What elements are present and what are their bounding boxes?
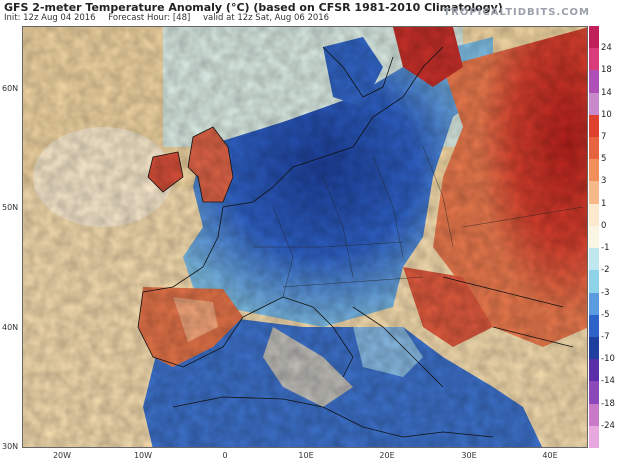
colorbar-label: 18 — [601, 65, 612, 76]
lat-label-60n: 60N — [2, 84, 19, 93]
colorbar-swatch — [589, 292, 599, 316]
colorbar-swatch — [589, 203, 599, 227]
colorbar-swatch — [589, 159, 599, 182]
colorbar-swatch — [589, 92, 599, 116]
colorbar-swatch — [589, 48, 599, 71]
colorbar-swatch — [589, 26, 599, 49]
lat-label-50n: 50N — [2, 203, 19, 212]
colorbar-label: 0 — [601, 220, 607, 231]
colorbar-swatch — [589, 114, 599, 138]
colorbar-label: 5 — [601, 154, 607, 165]
colorbar-label: 10 — [601, 109, 612, 120]
lat-label-40n: 40N — [2, 323, 19, 332]
colorbar-legend: 24 18 14 10 7 5 3 1 0 -1 -2 -3 -5 -7 -10 -14 -18 -24 — [589, 26, 624, 449]
lon-label-0: 0 — [222, 451, 228, 460]
colorbar-label: 1 — [601, 198, 607, 209]
colorbar-swatch — [589, 314, 599, 338]
colorbar-swatch — [589, 137, 599, 160]
init-time: Init: 12z Aug 04 2016 — [4, 13, 96, 23]
map-canvas — [23, 27, 587, 447]
coastlines — [137, 46, 574, 438]
map-title: GFS 2-meter Temperature Anomaly (°C) (ba… — [4, 1, 503, 14]
colorbar-label: -3 — [601, 287, 610, 298]
valid-time: valid at 12z Sat, Aug 06 2016 — [203, 13, 330, 23]
temperature-anomaly-map — [22, 26, 588, 448]
colorbar-swatch — [589, 336, 599, 360]
header: GFS 2-meter Temperature Anomaly (°C) (ba… — [0, 0, 624, 24]
brand-watermark: TROPICALTIDBITS.COM — [443, 7, 590, 18]
lon-label-30e: 30E — [461, 451, 477, 460]
colorbar-label: 3 — [601, 176, 607, 187]
colorbar-swatch — [589, 70, 599, 94]
colorbar-swatch — [589, 425, 599, 449]
colorbar-swatch — [589, 225, 599, 249]
lon-label-10w: 10W — [133, 451, 153, 460]
colorbar-swatch — [589, 248, 599, 271]
colorbar-swatch — [589, 359, 599, 382]
lat-label-30n: 30N — [2, 442, 19, 451]
forecast-hour: Forecast Hour: [48] — [108, 13, 191, 23]
colorbar-label: -24 — [601, 420, 615, 431]
colorbar-label: 14 — [601, 87, 612, 98]
colorbar-label: -14 — [601, 376, 615, 387]
colorbar-label: -2 — [601, 265, 610, 276]
lon-label-40e: 40E — [542, 451, 558, 460]
lon-label-20w: 20W — [52, 451, 72, 460]
colorbar-swatch — [589, 403, 599, 427]
colorbar-label: -1 — [601, 243, 610, 254]
colorbar-label: 24 — [601, 43, 612, 54]
colorbar-swatch — [589, 181, 599, 205]
lon-label-20e: 20E — [379, 451, 395, 460]
colorbar-label: -7 — [601, 331, 610, 342]
map-subtitle: Init: 12z Aug 04 2016 Forecast Hour: [48… — [4, 13, 339, 23]
lon-label-10e: 10E — [298, 451, 314, 460]
colorbar-label: -5 — [601, 309, 610, 320]
colorbar-label: -10 — [601, 354, 615, 365]
colorbar-swatch — [589, 381, 599, 405]
colorbar-swatch — [589, 270, 599, 294]
country-borders — [253, 146, 584, 298]
colorbar-label: 7 — [601, 132, 607, 143]
colorbar-label: -18 — [601, 398, 615, 409]
